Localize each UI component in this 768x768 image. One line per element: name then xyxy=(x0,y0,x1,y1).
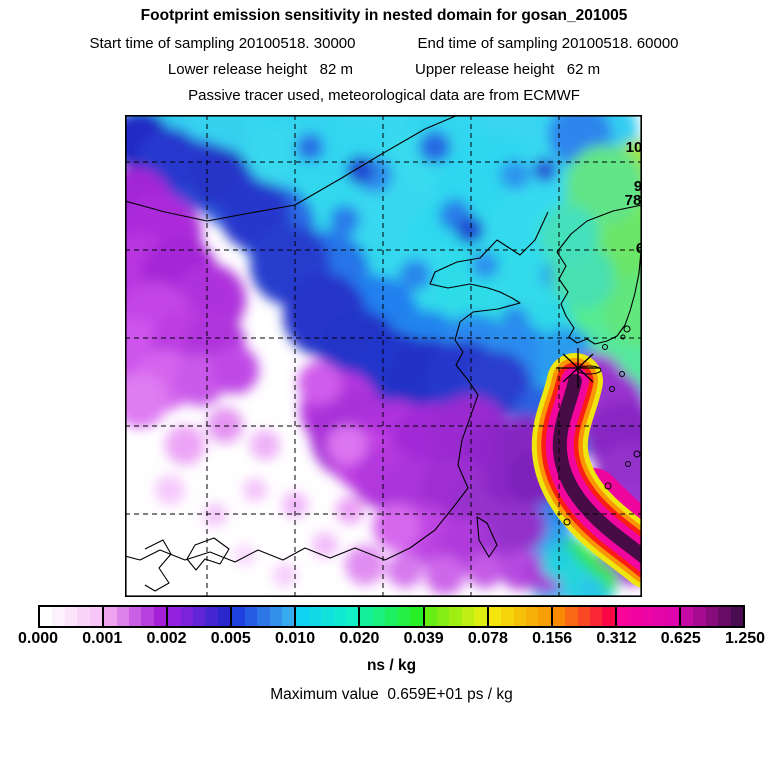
plot-title: Footprint emission sensitivity in nested… xyxy=(140,7,628,24)
colorbar-tick-label: 0.078 xyxy=(467,630,508,647)
colorbar-tick-label: 0.625 xyxy=(660,630,701,647)
field-blob xyxy=(494,501,546,553)
field-blob xyxy=(207,407,243,443)
map-edge-label: 6 xyxy=(636,240,642,257)
colorbar-tick-label: 0.156 xyxy=(532,630,573,647)
colorbar-tick-label: 0.002 xyxy=(146,630,187,647)
plume-layer xyxy=(531,353,642,589)
star-spoke xyxy=(562,353,594,383)
field-blob xyxy=(298,361,342,405)
colorbar-segment xyxy=(488,607,553,626)
field-blob xyxy=(125,372,168,428)
tracer-info-line: Passive tracer used, meteorological data… xyxy=(0,87,768,104)
island-outline xyxy=(619,371,625,377)
colorbar-segment xyxy=(360,607,425,626)
colorbar-segment xyxy=(552,607,617,626)
max-value-label: Maximum value 0.659E+01 ps / kg xyxy=(270,686,513,703)
field-blob xyxy=(471,251,499,279)
colorbar-labels: 0.000 0.001 0.002 0.005 0.010 0.020 0.039 0.078… xyxy=(0,630,768,648)
field-blob xyxy=(539,205,599,265)
map-edge-label: 10 xyxy=(626,139,642,156)
colorbar-tick-label: 0.010 xyxy=(275,630,316,647)
field-blob xyxy=(336,496,364,524)
coastline xyxy=(556,204,642,253)
sampling-time-line: Start time of sampling 20100518. 30000 E… xyxy=(0,35,768,52)
island-outline xyxy=(625,461,631,467)
colorbar xyxy=(38,605,745,628)
map-edge-label: 9 xyxy=(634,178,642,195)
field-blob xyxy=(234,544,256,566)
island-outline xyxy=(609,386,615,392)
field-blob xyxy=(399,259,431,291)
end-time-label: End time of sampling 20100518. 60000 xyxy=(417,35,679,52)
coastline xyxy=(476,516,498,558)
colorbar-segment xyxy=(40,607,105,626)
colorbar-tick-label: 1.250 xyxy=(724,630,766,647)
colorbar-segment xyxy=(104,607,169,626)
field-blob xyxy=(345,545,385,585)
island-outline xyxy=(623,325,631,333)
field-blob xyxy=(467,552,503,588)
colorbar-segment xyxy=(424,607,489,626)
release-height-line: Lower release height 82 m Upper release … xyxy=(0,61,768,78)
colorbar-units-label: ns / kg xyxy=(366,657,417,674)
field-blob xyxy=(296,133,324,161)
field-blob xyxy=(500,160,530,190)
colorbar-tick-label: 0.005 xyxy=(210,630,251,647)
field-blob xyxy=(577,575,605,597)
field-blob xyxy=(533,158,557,182)
field-blob xyxy=(373,503,421,551)
coastline-layer xyxy=(125,115,642,592)
plume-ring xyxy=(552,374,642,565)
island-outline xyxy=(633,450,641,458)
upper-release-height-label: Upper release height 62 m xyxy=(415,61,601,78)
field-blob xyxy=(456,216,484,244)
field-blob xyxy=(330,205,360,235)
map-border xyxy=(125,115,642,597)
colorbar-segment xyxy=(296,607,361,626)
coastline xyxy=(144,539,172,592)
island-outline xyxy=(604,482,612,490)
coastline xyxy=(125,211,549,563)
map-edge-label: 78 xyxy=(625,192,642,209)
colorbar-tick-label: 0.312 xyxy=(596,630,637,647)
island-outline xyxy=(602,344,608,350)
field-blob xyxy=(273,563,297,587)
map-svg: 10 978 6 xyxy=(125,115,642,597)
field-blob xyxy=(602,275,642,345)
colorbar-tick-label: 0.001 xyxy=(82,630,123,647)
colorbar-segment xyxy=(616,607,681,626)
jeju-island-outline xyxy=(576,365,602,375)
tracer-info-label: Passive tracer used, meteorological data… xyxy=(188,87,580,104)
field-blob xyxy=(346,156,374,184)
lower-release-height-label: Lower release height 82 m xyxy=(167,61,353,78)
field-blob xyxy=(419,131,451,163)
field-blob xyxy=(250,430,280,460)
colorbar-segment xyxy=(232,607,297,626)
colorbar-tick-label: 0.039 xyxy=(403,630,444,647)
start-time-label: Start time of sampling 20100518. 30000 xyxy=(89,35,356,52)
field-blob xyxy=(155,475,185,505)
field-blob xyxy=(211,346,259,394)
colorbar-segment xyxy=(680,607,744,626)
colorbar-segment xyxy=(168,607,233,626)
receptor-star-marker xyxy=(556,348,600,388)
field-blob xyxy=(565,145,642,225)
colorbar-tick-label: 0.020 xyxy=(339,630,380,647)
field-blob xyxy=(243,478,267,502)
coastline xyxy=(186,537,230,571)
field-blob xyxy=(165,425,205,465)
field-blob xyxy=(203,503,227,527)
coastline xyxy=(125,115,459,222)
coastline xyxy=(556,226,642,345)
map-panel: 10 9 78 6 xyxy=(125,115,642,597)
island-outline xyxy=(563,518,571,526)
island-outline xyxy=(620,334,626,340)
field-blob xyxy=(327,425,367,465)
field-blob xyxy=(387,552,423,588)
field-blob xyxy=(312,532,338,558)
field-blob xyxy=(425,555,465,595)
colorbar-tick-label: 0.000 xyxy=(17,630,59,647)
